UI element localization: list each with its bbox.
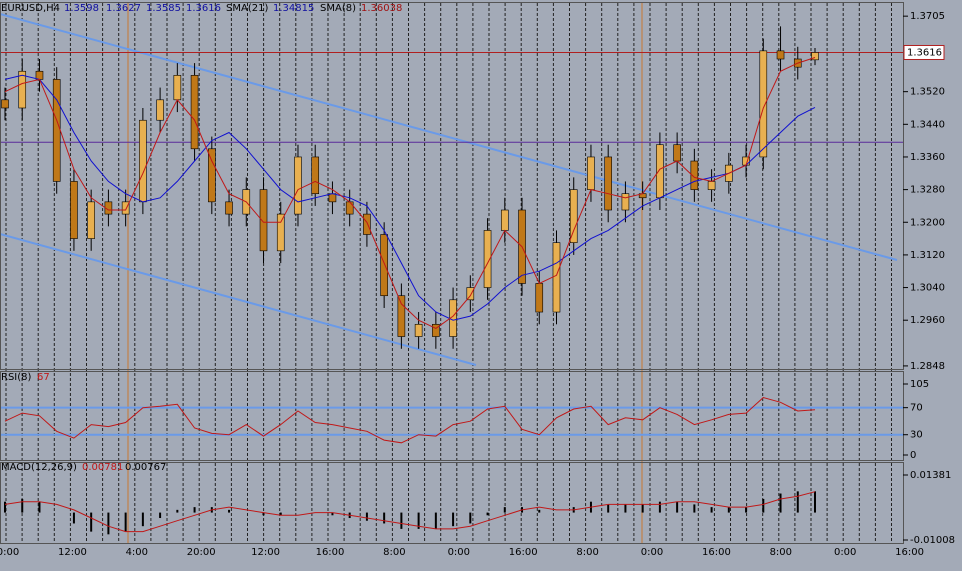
candle-body xyxy=(328,193,337,203)
candle-body xyxy=(87,201,95,239)
y-tick-label: 1.3120 xyxy=(910,250,945,261)
candle-body xyxy=(52,79,61,182)
header-text: SMA(8) xyxy=(320,3,356,14)
x-tick-label: 0:00 xyxy=(834,547,856,558)
candle-body xyxy=(190,75,199,150)
candle-body xyxy=(18,70,27,109)
y-tick-label: 1.3520 xyxy=(910,87,945,98)
y-tick-label: 1.3705 xyxy=(910,11,945,22)
y-tick-label: 0.01381 xyxy=(910,470,951,481)
header-text: 1.3585 xyxy=(146,3,181,14)
candle-body xyxy=(656,144,664,199)
candle-body xyxy=(673,144,681,162)
trend-line[interactable] xyxy=(0,233,477,366)
y-tick-label: 1.2848 xyxy=(910,361,945,372)
candle-body xyxy=(811,52,819,61)
candle-body xyxy=(759,50,768,158)
y-tick-label: 1.3440 xyxy=(910,119,945,130)
candle-body xyxy=(70,181,78,239)
main-panel xyxy=(0,2,904,370)
candle-body xyxy=(707,181,716,190)
candle-body xyxy=(35,70,44,80)
indicator-value: 67 xyxy=(37,372,50,383)
period-separators xyxy=(5,3,892,543)
candle-body xyxy=(173,75,182,101)
y-tick-label: 1.2960 xyxy=(910,315,945,326)
candle-body xyxy=(397,295,406,337)
x-tick-label: 0:00 xyxy=(448,547,470,558)
macd-panel xyxy=(0,462,904,544)
candle-body xyxy=(259,189,268,252)
candle-body xyxy=(483,230,492,288)
y-tick-label: 1.3040 xyxy=(910,283,945,294)
x-tick-label: 20:00 xyxy=(187,547,216,558)
candle-body xyxy=(225,201,233,215)
candle-body xyxy=(776,50,785,60)
price-label: 1.3616 xyxy=(907,47,942,58)
y-tick-label: 1.3200 xyxy=(910,217,945,228)
header-text: 1.3627 xyxy=(106,3,141,14)
candle-body xyxy=(587,156,595,190)
y-tick-label: 30 xyxy=(910,430,923,441)
x-tick-label: 16:00 xyxy=(509,547,538,558)
candle-body xyxy=(535,283,544,313)
candle-body xyxy=(156,99,164,121)
candle-body xyxy=(500,209,509,231)
price-label-box xyxy=(903,44,945,60)
candle-body xyxy=(414,323,423,337)
x-tick-label: 8:00 xyxy=(770,547,792,558)
candle-body xyxy=(363,213,371,235)
candle-body xyxy=(432,323,440,337)
y-tick-label: 1.3280 xyxy=(910,185,945,196)
rsi-line xyxy=(4,396,816,444)
header-text: 1.3616 xyxy=(186,3,221,14)
candle-body xyxy=(621,193,630,211)
header-text: EURUSD,H4 xyxy=(1,3,60,14)
candle-body xyxy=(690,160,699,190)
candle-body xyxy=(139,119,147,203)
x-tick-label: 0:00 xyxy=(0,547,19,558)
candle-body xyxy=(276,213,285,252)
x-tick-label: 16:00 xyxy=(895,547,924,558)
sma-line xyxy=(4,57,816,329)
header-text: 1.36038 xyxy=(361,3,402,14)
indicator-value: 0.00781 xyxy=(82,462,123,473)
candle-body xyxy=(604,156,612,211)
x-tick-label: 8:00 xyxy=(576,547,598,558)
y-tick-label: -0.01008 xyxy=(910,535,955,546)
candle-body xyxy=(311,156,320,194)
header-text: SMA(21) xyxy=(226,3,268,14)
rsi-panel xyxy=(0,371,904,461)
indicator-title: RSI(8) xyxy=(1,372,32,383)
x-tick-label: 12:00 xyxy=(58,547,87,558)
sma-line xyxy=(4,74,816,321)
candle-body xyxy=(345,201,354,215)
candle-body xyxy=(1,99,9,109)
x-tick-label: 4:00 xyxy=(126,547,148,558)
signal-line xyxy=(4,491,816,533)
y-tick-label: 0 xyxy=(910,450,916,461)
y-tick-label: 1.3360 xyxy=(910,152,945,163)
y-tick-label: 105 xyxy=(910,379,929,390)
candle-body xyxy=(121,201,130,215)
candle-body xyxy=(294,156,302,215)
y-tick-label: 70 xyxy=(910,403,923,414)
candle-body xyxy=(569,189,578,243)
x-tick-label: 16:00 xyxy=(316,547,345,558)
candle-body xyxy=(466,287,475,301)
header-text: 1.34815 xyxy=(273,3,314,14)
x-tick-label: 12:00 xyxy=(251,547,280,558)
trend-line[interactable] xyxy=(0,13,898,261)
indicator-title: MACD(12,26,9) xyxy=(1,462,77,473)
candle-body xyxy=(208,148,216,203)
header-text: 1.3598 xyxy=(64,3,99,14)
candle-body xyxy=(552,242,561,313)
indicator-value: 0.00767 xyxy=(125,462,166,473)
x-tick-label: 0:00 xyxy=(641,547,663,558)
candle-body xyxy=(380,234,388,297)
x-tick-label: 16:00 xyxy=(702,547,731,558)
x-tick-label: 8:00 xyxy=(383,547,405,558)
